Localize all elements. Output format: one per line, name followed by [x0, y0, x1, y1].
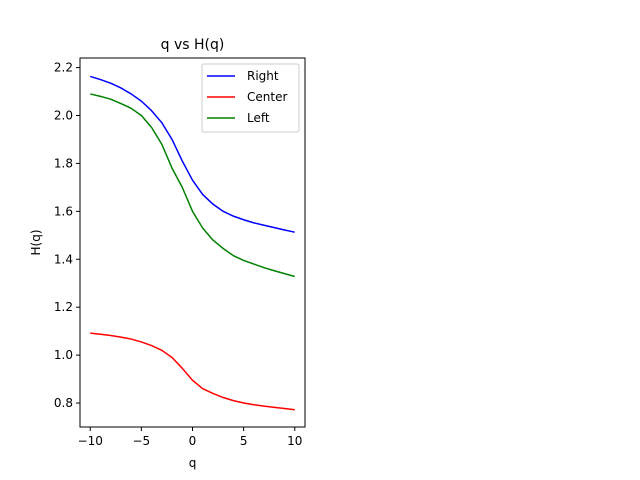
legend-label: Center	[247, 90, 287, 104]
series-line-right	[90, 75, 295, 233]
x-tick-label: −10	[78, 434, 103, 448]
y-axis-label: H(q)	[29, 229, 43, 255]
x-tick-label: 10	[287, 434, 302, 448]
y-tick-label: 2.2	[54, 61, 73, 75]
legend-label: Left	[247, 111, 270, 125]
y-tick-label: 1.2	[54, 300, 73, 314]
series-line-left	[90, 93, 295, 278]
legend-box	[201, 63, 300, 133]
y-tick-label: 1.8	[54, 156, 73, 170]
x-axis: −10 −5 0 5 10	[78, 427, 302, 448]
series-line-center	[90, 332, 295, 411]
y-tick-label: 1.0	[54, 348, 73, 362]
y-tick-label: 1.6	[54, 204, 73, 218]
plot-frame	[79, 57, 306, 428]
y-axis: 0.8 1.0 1.2 1.4 1.6 1.8 2.0 2.2	[54, 61, 80, 410]
chart-title: q vs H(q)	[161, 37, 225, 53]
series-layer	[90, 75, 295, 411]
x-axis-label: q	[189, 456, 197, 470]
x-tick-label: −5	[133, 434, 151, 448]
x-tick-label: 5	[240, 434, 248, 448]
y-tick-label: 2.0	[54, 109, 73, 123]
x-tick-label: 0	[189, 434, 197, 448]
y-tick-label: 0.8	[54, 396, 73, 410]
legend-label: Right	[247, 69, 279, 83]
legend: Right Center Left	[201, 63, 300, 133]
y-tick-label: 1.4	[54, 252, 73, 266]
